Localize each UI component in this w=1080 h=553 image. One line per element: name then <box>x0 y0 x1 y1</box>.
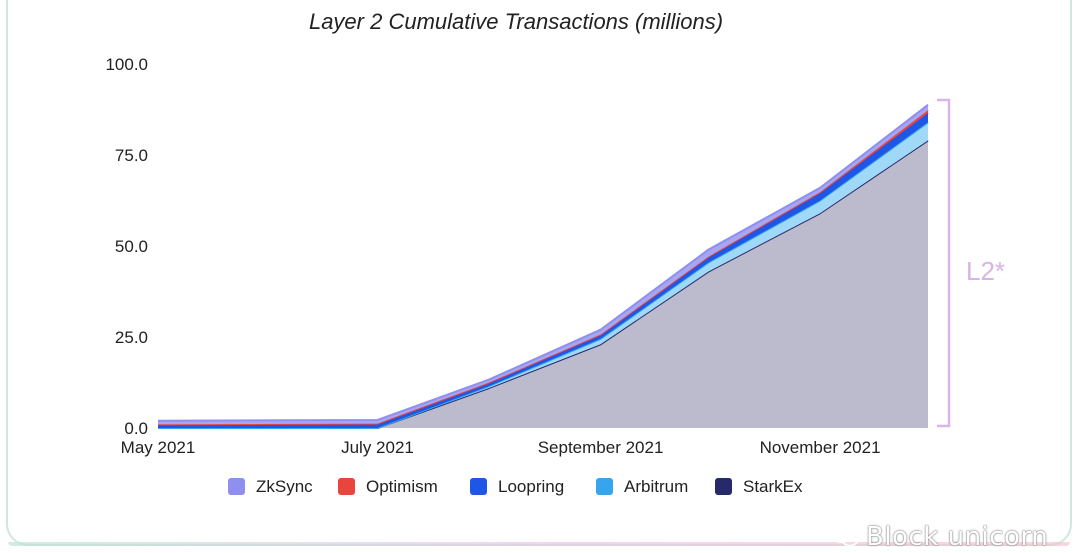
y-tick-label: 50.0 <box>115 237 148 256</box>
x-tick-label: May 2021 <box>121 438 196 457</box>
y-tick-label: 100.0 <box>105 55 148 74</box>
legend-swatch <box>715 478 732 495</box>
chart-areas <box>157 104 929 429</box>
x-axis: May 2021 July 2021 September 2021 November … <box>121 438 881 457</box>
x-tick-label: September 2021 <box>538 438 664 457</box>
card-frame-accent <box>8 542 1070 546</box>
watermark-text: Block unicorn <box>866 522 1049 552</box>
legend-item-starkex: StarkEx <box>715 477 803 496</box>
x-tick-label: July 2021 <box>341 438 414 457</box>
area-starkex <box>158 140 928 428</box>
y-tick-label: 25.0 <box>115 328 148 347</box>
legend-label: Optimism <box>366 477 438 496</box>
wechat-icon <box>830 525 859 547</box>
line-zksync <box>157 104 929 422</box>
legend-label: Arbitrum <box>624 477 688 496</box>
bracket-label: L2* <box>966 256 1005 286</box>
legend-item-loopring: Loopring <box>470 477 564 496</box>
l2-bracket: L2* <box>937 98 1005 428</box>
legend-item-zksync: ZkSync <box>228 477 313 496</box>
legend-item-optimism: Optimism <box>338 477 438 496</box>
legend-swatch <box>228 478 245 495</box>
legend-label: ZkSync <box>256 477 313 496</box>
bracket-line <box>937 98 951 428</box>
legend-swatch <box>470 478 487 495</box>
x-tick-label: November 2021 <box>760 438 881 457</box>
legend-label: Loopring <box>498 477 564 496</box>
y-tick-label: 0.0 <box>124 419 148 438</box>
legend-swatch <box>596 478 613 495</box>
legend-swatch <box>338 478 355 495</box>
chart-title: Layer 2 Cumulative Transactions (million… <box>309 9 723 34</box>
legend-item-arbitrum: Arbitrum <box>596 477 688 496</box>
area-arbitrum <box>158 122 928 428</box>
legend: ZkSync Optimism Loopring Arbitrum StarkEx <box>228 477 803 496</box>
watermark: Block unicorn <box>830 522 1048 552</box>
y-axis: 0.0 25.0 50.0 75.0 100.0 <box>105 55 148 438</box>
legend-label: StarkEx <box>743 477 803 496</box>
y-tick-label: 75.0 <box>115 146 148 165</box>
